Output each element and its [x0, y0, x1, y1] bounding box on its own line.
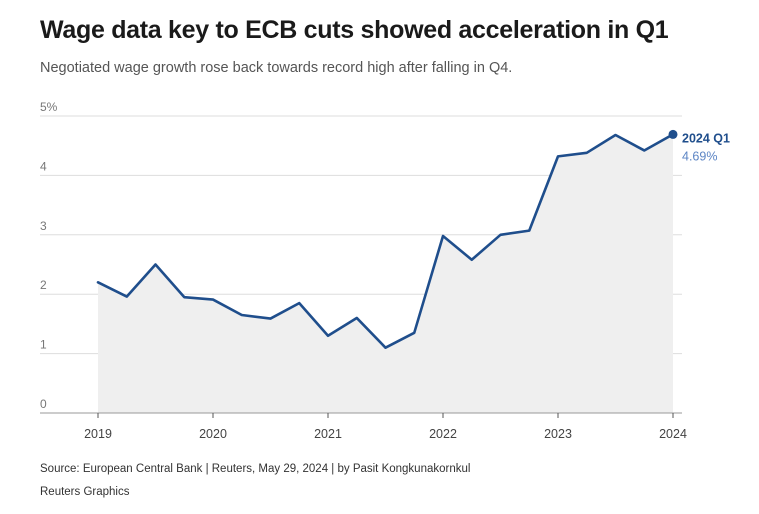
y-tick-label-1: 1 [40, 338, 47, 352]
y-tick-label-4: 4 [40, 159, 47, 173]
y-axis-ticks: 0 1 2 3 4 5% [40, 100, 58, 411]
x-tick-label-2019: 2019 [84, 427, 112, 441]
end-point-marker [668, 129, 678, 139]
x-tick-label-2020: 2020 [199, 427, 227, 441]
y-tick-label-2: 2 [40, 278, 47, 292]
chart-subtitle: Negotiated wage growth rose back towards… [40, 60, 513, 76]
area-fill [98, 134, 673, 413]
y-tick-label-5: 5% [40, 100, 58, 114]
end-label-period: 2024 Q1 [682, 131, 730, 145]
x-axis-ticks: 2019 2020 2021 2022 2023 2024 [84, 413, 687, 441]
chart-title: Wage data key to ECB cuts showed acceler… [40, 16, 669, 44]
series-line [96, 133, 675, 349]
x-tick-label-2023: 2023 [544, 427, 572, 441]
y-tick-label-3: 3 [40, 219, 47, 233]
y-tick-label-0: 0 [40, 397, 47, 411]
x-tick-label-2024: 2024 [659, 427, 687, 441]
source-note: Source: European Central Bank | Reuters,… [40, 463, 471, 475]
x-tick-label-2022: 2022 [429, 427, 457, 441]
credit-note: Reuters Graphics [40, 486, 130, 498]
x-tick-label-2021: 2021 [314, 427, 342, 441]
end-label-value: 4.69% [682, 149, 717, 163]
